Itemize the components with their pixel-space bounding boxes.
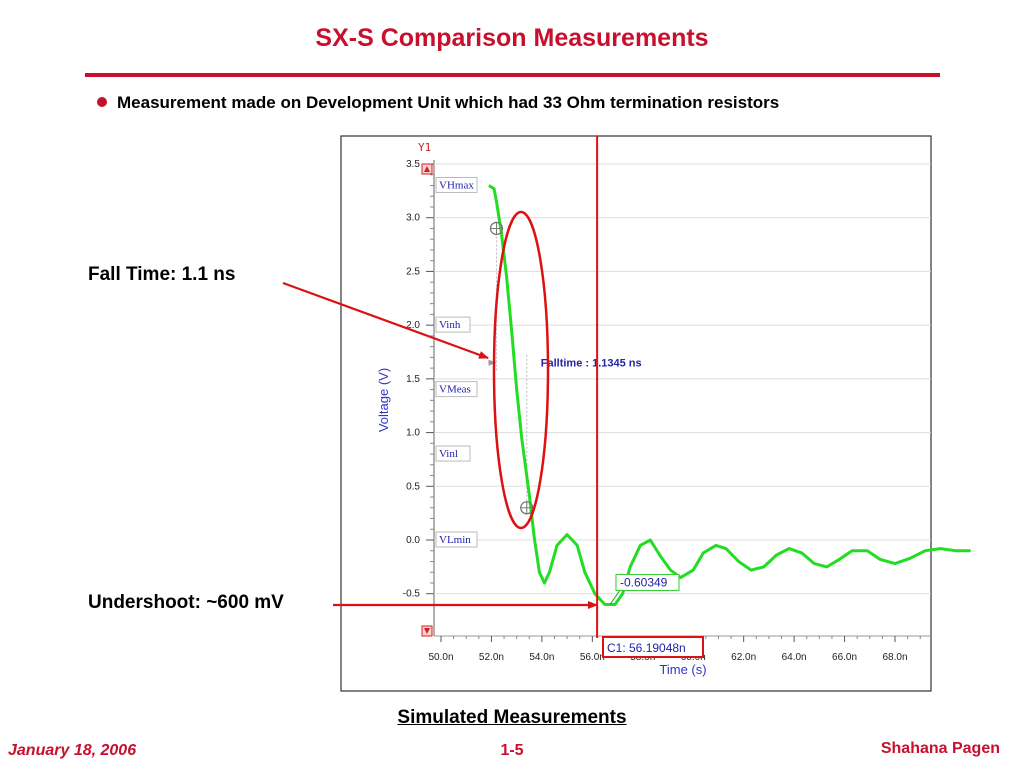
y-tick-label: -0.5 <box>403 589 421 600</box>
footer-page-number: 1-5 <box>500 742 524 759</box>
measure-label-box <box>435 445 471 462</box>
measurement-markers <box>489 221 534 515</box>
chart-frame <box>340 135 932 692</box>
x-axis-title: Time (s) <box>659 662 706 677</box>
plot-label-y1: Y1 <box>418 141 431 154</box>
undershoot-annotation: Undershoot: ~600 mV <box>88 592 284 613</box>
triangle-up-icon <box>424 166 430 172</box>
cursor-value: C1: 56.19048n <box>607 641 686 655</box>
fall-time-annotation: Fall Time: 1.1 ns <box>88 264 236 285</box>
title-rule <box>85 73 940 77</box>
measure-labels: VHmax Vinh VMeas Vinl VLmin <box>435 176 478 548</box>
x-tick-label: 68.0n <box>882 652 907 663</box>
y-tick-label: 0.5 <box>406 481 420 492</box>
scroll-up-button[interactable] <box>421 163 433 175</box>
falltime-label: Falltime : 1.1345 ns <box>541 358 642 370</box>
measure-label: Vinh <box>439 319 461 331</box>
bullet-text: Measurement made on Development Unit whi… <box>117 93 780 112</box>
scroll-down-button[interactable] <box>421 625 433 637</box>
slide-title: SX-S Comparison Measurements <box>315 24 709 52</box>
x-tick-label: 52.0n <box>479 652 504 663</box>
footer-author: Shahana Pagen <box>880 740 1000 757</box>
falltime-highlight-ellipse <box>492 210 550 530</box>
y-tick-label: 0.0 <box>406 535 420 546</box>
undershoot-leader <box>609 590 621 605</box>
measure-label-box <box>435 316 471 333</box>
x-tick-label: 56.0n <box>580 652 605 663</box>
undershoot-value-box <box>615 573 680 591</box>
measure-label: VMeas <box>439 384 471 396</box>
figure-caption: Simulated Measurements <box>397 707 627 728</box>
grid-lines <box>434 163 931 595</box>
measure-label-box <box>435 381 478 398</box>
undershoot-value: -0.60349 <box>620 575 668 589</box>
x-tick-label: 64.0n <box>782 652 807 663</box>
bullet-dot-icon <box>97 97 107 107</box>
y-axis-title: Voltage (V) <box>376 368 391 432</box>
fall-time-pointer-arrow <box>282 281 489 360</box>
voltage-trace <box>488 184 971 606</box>
x-tick-label: 54.0n <box>529 652 554 663</box>
y-tick-label: 1.0 <box>406 428 420 439</box>
bullet-item: Measurement made on Development Unit whi… <box>97 93 779 113</box>
y-tick-label: 3.0 <box>406 213 420 224</box>
measure-label-box <box>435 176 478 193</box>
y-tick-label: 3.5 <box>406 159 420 170</box>
measure-label: Vinl <box>439 448 458 460</box>
y-ticks: 3.5 3.0 2.5 2.0 1.5 1.0 0.5 0.0 -0.5 <box>403 159 434 600</box>
y-tick-label: 2.5 <box>406 266 420 277</box>
cursor-value-box[interactable] <box>602 636 704 658</box>
footer-date: January 18, 2006 <box>8 742 137 759</box>
measure-label: VLmin <box>439 534 471 546</box>
x-tick-label: 62.0n <box>731 652 756 663</box>
measure-label-box <box>435 531 478 548</box>
x-tick-label: 50.0n <box>428 652 453 663</box>
triangle-down-icon <box>424 628 430 634</box>
y-tick-label: 1.5 <box>406 374 420 385</box>
measure-label: VHmax <box>439 179 474 191</box>
x-tick-label: 66.0n <box>832 652 857 663</box>
y-tick-label: 2.0 <box>406 320 420 331</box>
